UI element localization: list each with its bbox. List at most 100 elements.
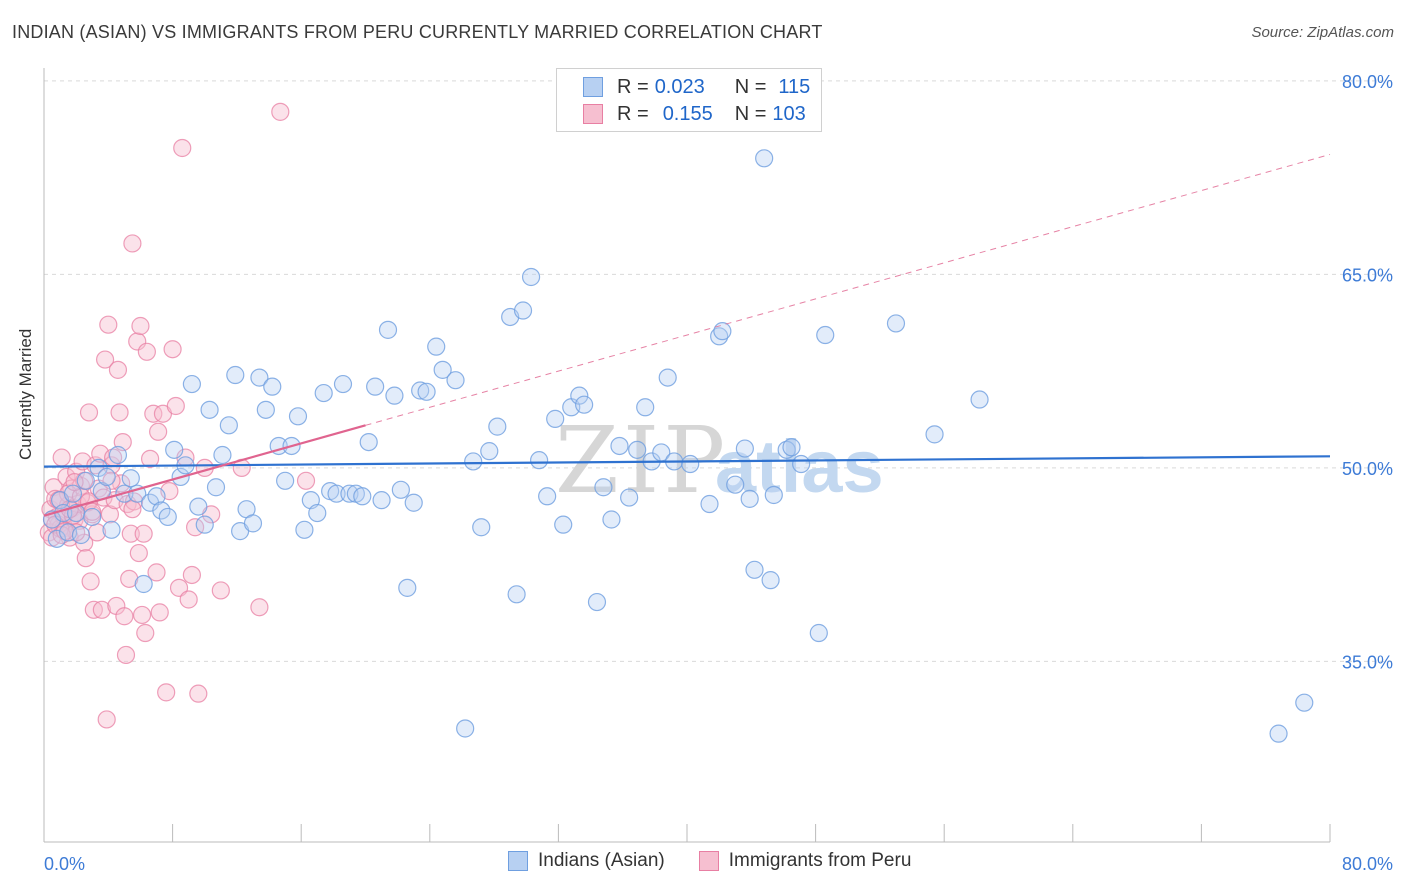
indians-point	[726, 475, 745, 494]
axes	[43, 68, 1331, 843]
indians-point	[195, 515, 214, 534]
peru-point	[52, 448, 71, 467]
peru-point	[137, 342, 156, 361]
indians-point	[417, 382, 436, 401]
peru-point	[123, 500, 142, 519]
indians-point	[158, 507, 177, 527]
indians-point	[587, 592, 607, 612]
peru-point	[134, 524, 153, 543]
legend-row-peru: R = 0.155 N = 103	[583, 102, 806, 126]
indians-point	[570, 386, 589, 405]
peru-point	[144, 404, 163, 423]
indians-point	[761, 571, 780, 590]
peru-point	[123, 234, 142, 253]
indians-point	[1269, 724, 1288, 743]
peru-point	[110, 403, 129, 422]
indians-point	[366, 377, 385, 396]
indians-point	[47, 529, 66, 548]
indians-point	[391, 480, 410, 499]
legend-row-indians: R = 0.023 N = 115	[583, 75, 810, 99]
indians-point	[925, 425, 944, 444]
indians-point	[755, 149, 774, 168]
peru-point	[79, 403, 99, 422]
peru-point	[296, 471, 316, 490]
peru-point	[149, 422, 168, 441]
indians-point	[446, 371, 465, 390]
legend-item-peru[interactable]: Immigrants from Peru	[698, 850, 911, 872]
legend-r-value: 0.023	[654, 75, 705, 98]
indians-point	[250, 368, 269, 387]
x-tick-label: 80.0%	[1342, 854, 1393, 874]
legend-swatch-blue	[583, 77, 603, 97]
indians-point	[740, 489, 759, 508]
indians-point	[359, 433, 378, 452]
peru-point	[166, 396, 185, 416]
indians-point	[433, 360, 452, 379]
indians-point	[76, 471, 95, 490]
indians-point	[488, 417, 507, 436]
legend-swatch-pink	[583, 104, 603, 124]
indians-point	[710, 327, 729, 346]
indians-point	[628, 440, 647, 459]
peru-point	[92, 600, 111, 619]
peru-point	[76, 549, 95, 568]
trend-lines	[43, 153, 1331, 517]
indians-point	[546, 409, 565, 428]
indians-point	[152, 501, 171, 520]
indians-point	[182, 374, 201, 394]
indians-point	[385, 386, 404, 405]
peru-point	[121, 524, 140, 543]
peru-point	[132, 605, 152, 625]
indians-point	[206, 478, 226, 497]
indians-point	[658, 368, 677, 387]
indians-point	[372, 491, 391, 510]
peru-point	[250, 598, 269, 617]
indians-point	[378, 320, 398, 339]
peru-point	[211, 581, 230, 600]
indians-point	[970, 390, 989, 409]
peru-point	[99, 315, 118, 334]
indians-point	[288, 407, 308, 426]
indians-point	[507, 585, 526, 604]
indians-point	[263, 377, 282, 396]
indians-point	[308, 503, 327, 523]
legend-n-value: 115	[778, 75, 811, 98]
chart-title: INDIAN (ASIAN) VS IMMIGRANTS FROM PERU C…	[12, 22, 823, 42]
indians-point	[243, 514, 263, 533]
indians-point	[427, 337, 446, 356]
indians-point	[530, 451, 549, 470]
peru-point	[131, 316, 150, 336]
indians-point	[83, 507, 102, 527]
indians-point	[480, 442, 499, 461]
indians-point	[816, 325, 835, 345]
indians-point	[327, 484, 346, 503]
indians-point	[353, 487, 372, 506]
indians-point	[745, 560, 764, 579]
peru-point	[95, 350, 115, 369]
indians-point	[620, 488, 639, 507]
y-tick-label: 80.0%	[1342, 72, 1393, 92]
peru-point	[157, 683, 176, 702]
legend-item-indians[interactable]: Indians (Asian)	[508, 850, 665, 872]
indians-point	[792, 454, 811, 474]
indians-point	[636, 398, 655, 417]
peru-trend-line	[43, 424, 366, 517]
indians-point	[554, 515, 573, 534]
indians-point	[108, 445, 128, 465]
indians-point	[777, 440, 796, 459]
y-axis-label: Currently Married	[16, 328, 35, 460]
peru-point	[120, 569, 139, 588]
indians-point	[521, 267, 541, 287]
peru-point	[115, 607, 134, 626]
legend-r-label: R =	[617, 75, 649, 98]
peru-point	[173, 138, 192, 158]
indians-point	[713, 322, 732, 341]
series-indians-points	[42, 149, 1314, 743]
indians-point	[809, 623, 828, 643]
legend-r-label: R =	[617, 102, 649, 125]
y-tick-label: 35.0%	[1342, 652, 1393, 672]
indians-point	[63, 484, 83, 503]
indians-point	[213, 445, 232, 465]
peru-point	[147, 563, 166, 582]
